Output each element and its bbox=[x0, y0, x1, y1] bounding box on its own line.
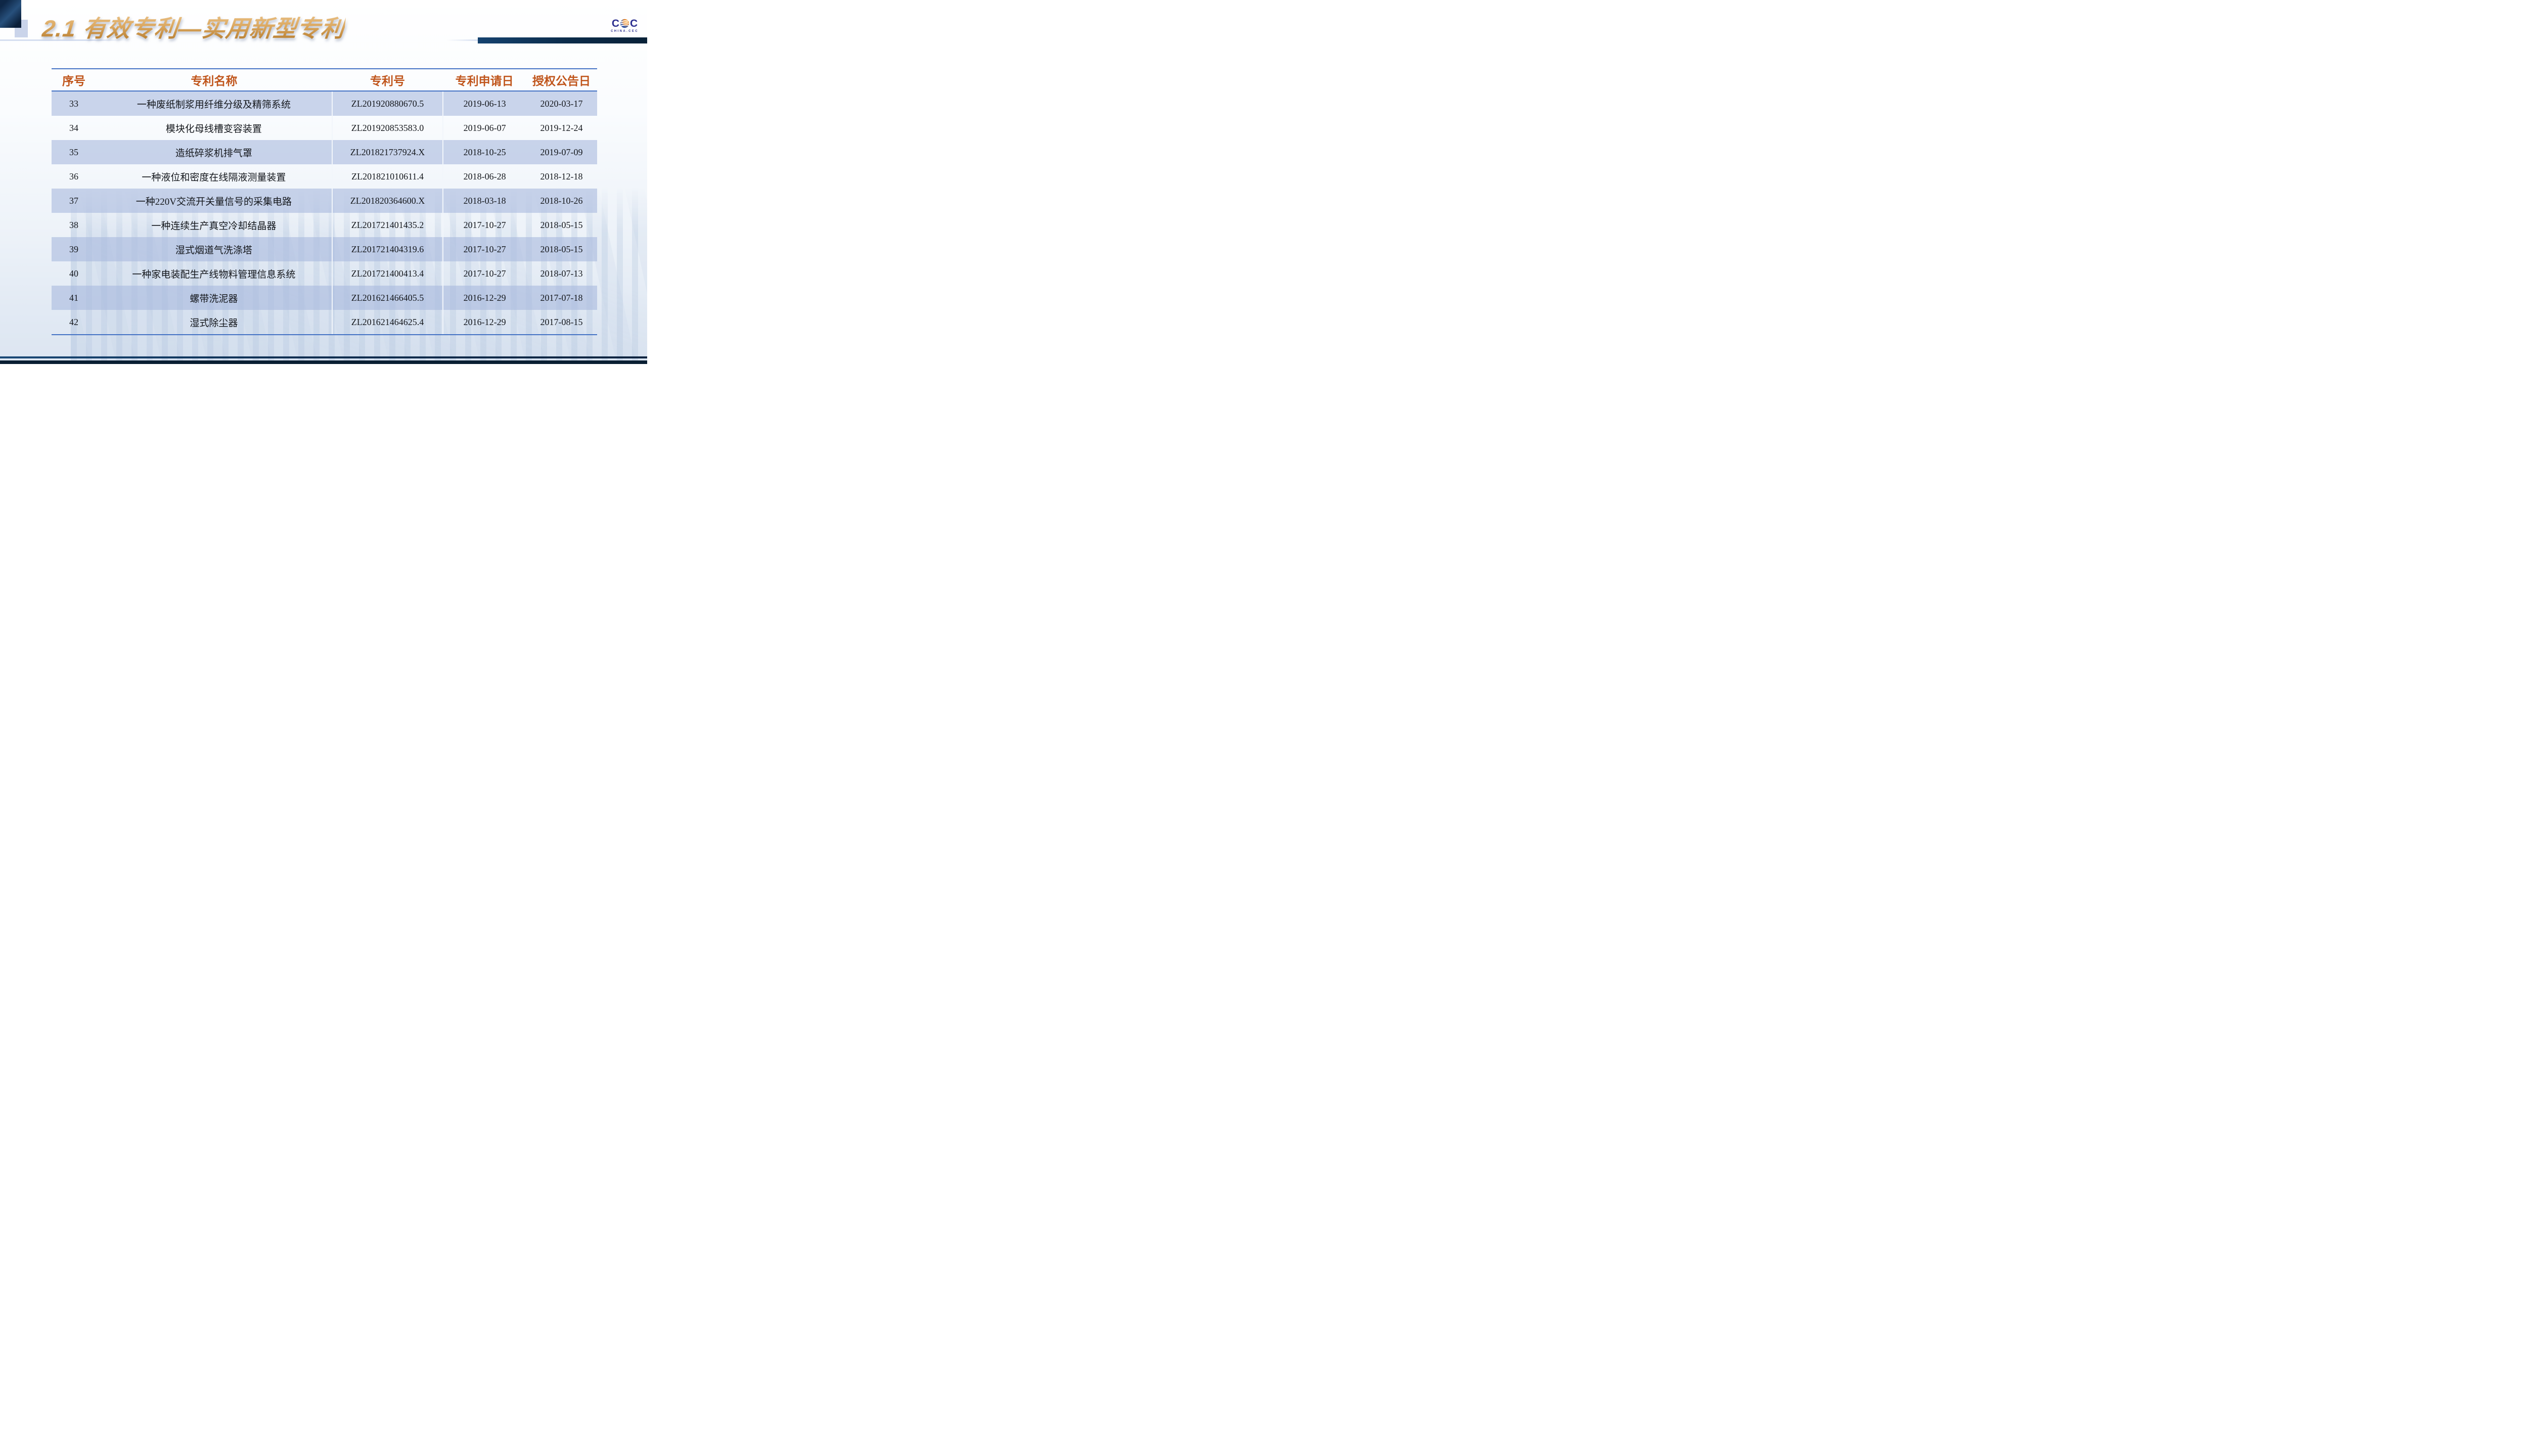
page-title: 2.1 有效专利—实用新型专利 bbox=[41, 10, 347, 43]
cell-patent_no: ZL201721404319.6 bbox=[331, 237, 444, 261]
cell-no: 35 bbox=[52, 140, 97, 164]
cell-no: 36 bbox=[69, 171, 79, 181]
cell-applied: 2018-06-28 bbox=[463, 171, 506, 181]
footer-navy-bar bbox=[0, 360, 647, 364]
cell-no: 37 bbox=[52, 189, 97, 213]
patents-table: 序号 专利名称 专利号 专利申请日 授权公告日 33 一种废纸制浆用纤维分级及精筛… bbox=[52, 68, 597, 335]
cell-granted: 2018-05-15 bbox=[540, 219, 583, 230]
cell-name: 一种废纸制浆用纤维分级及精筛系统 bbox=[96, 91, 332, 116]
table-row: 39 湿式烟道气洗涤塔 ZL201721404319.6 2017-10-27 2018… bbox=[52, 237, 597, 261]
patent-table-body: 33 一种废纸制浆用纤维分级及精筛系统 ZL201920880670.5 2019-0… bbox=[52, 91, 597, 335]
table-row: 37 一种220V交流开关量信号的采集电路 ZL201820364600.X 2018… bbox=[52, 189, 597, 213]
cell-name: 造纸碎浆机排气罩 bbox=[96, 140, 332, 164]
col-header-patent-name: 专利名称 bbox=[96, 68, 332, 92]
cell-no: 34 bbox=[69, 122, 79, 133]
col-header-patent-number: 专利号 bbox=[332, 68, 443, 92]
cell-granted: 2018-05-15 bbox=[526, 237, 597, 261]
cell-patent_no: ZL201621464625.4 bbox=[331, 310, 444, 335]
cell-granted: 2020-03-17 bbox=[526, 91, 597, 116]
cell-name: 螺带洗泥器 bbox=[96, 286, 332, 310]
cell-no: 38 bbox=[69, 219, 79, 230]
cell-name: 模块化母线槽变容装置 bbox=[165, 123, 262, 134]
logo-subtext: CHINA.CEC bbox=[611, 30, 639, 33]
cell-no: 33 bbox=[52, 91, 97, 116]
corner-square-dark bbox=[0, 0, 21, 28]
slide: 2.1 有效专利—实用新型专利 C bbox=[0, 0, 647, 364]
cell-granted: 2017-07-18 bbox=[526, 286, 597, 310]
cell-no: 40 bbox=[69, 268, 79, 279]
company-logo: C C bbox=[611, 18, 639, 33]
cell-name: 一种连续生产真空冷却结晶器 bbox=[151, 220, 277, 232]
col-header-apply-date: 专利申请日 bbox=[443, 68, 526, 92]
table-header-row: 序号 专利名称 专利号 专利申请日 授权公告日 bbox=[52, 68, 597, 92]
cell-patent_no: ZL201621466405.5 bbox=[331, 286, 444, 310]
cell-granted: 2019-07-09 bbox=[526, 140, 597, 164]
cell-applied: 2016-12-29 bbox=[443, 310, 526, 335]
cell-patent_no: ZL201821737924.X bbox=[331, 140, 444, 164]
cell-name: 湿式烟道气洗涤塔 bbox=[96, 237, 332, 261]
table-row: 33 一种废纸制浆用纤维分级及精筛系统 ZL201920880670.5 2019-0… bbox=[52, 91, 597, 116]
cell-patent_no: ZL201721400413.4 bbox=[331, 261, 444, 286]
logo-letter-c-left: C bbox=[611, 18, 620, 29]
cell-granted: 2018-10-26 bbox=[526, 189, 597, 213]
cell-granted: 2017-08-15 bbox=[526, 310, 597, 335]
cell-patent_no: ZL201820364600.X bbox=[331, 189, 444, 213]
cell-applied: 2019-06-07 bbox=[463, 122, 506, 133]
table-row: 34 模块化母线槽变容装置 ZL201920853583.0 2019-06-07 20… bbox=[52, 116, 597, 140]
cell-applied: 2019-06-13 bbox=[443, 91, 526, 116]
cell-applied: 2017-10-27 bbox=[463, 268, 506, 279]
table-row: 36 一种液位和密度在线隔液测量装置 ZL201821010611.4 2018-06… bbox=[52, 164, 597, 189]
table-row: 40 一种家电装配生产线物料管理信息系统 ZL201721400413.4 2017-… bbox=[52, 261, 597, 286]
logo-lettermark: C C bbox=[611, 18, 639, 29]
col-header-index: 序号 bbox=[52, 68, 97, 92]
cell-granted: 2018-12-18 bbox=[540, 171, 583, 181]
logo-letter-c-right: C bbox=[630, 18, 638, 29]
table-header: 序号 专利名称 专利号 专利申请日 授权公告日 bbox=[52, 68, 597, 92]
globe-icon bbox=[620, 19, 629, 28]
cell-patent_no: ZL201821010611.4 bbox=[331, 164, 444, 189]
cell-name: 一种家电装配生产线物料管理信息系统 bbox=[132, 269, 296, 280]
cell-patent_no: ZL201721401435.2 bbox=[331, 213, 444, 237]
cell-name: 一种液位和密度在线隔液测量装置 bbox=[142, 172, 286, 183]
cell-no: 39 bbox=[52, 237, 97, 261]
table-row: 42 湿式除尘器 ZL201621464625.4 2016-12-29 2017-08… bbox=[52, 310, 597, 335]
cell-patent_no: ZL201920880670.5 bbox=[331, 91, 444, 116]
header-accent-bar bbox=[478, 37, 647, 43]
table-row: 41 螺带洗泥器 ZL201621466405.5 2016-12-29 2017-07… bbox=[52, 286, 597, 310]
title-underline-band bbox=[0, 39, 647, 41]
footer-gradient-bar bbox=[0, 356, 647, 358]
cell-name: 湿式除尘器 bbox=[96, 310, 332, 335]
cell-granted: 2018-07-13 bbox=[540, 268, 583, 279]
table-row: 38 一种连续生产真空冷却结晶器 ZL201721401435.2 2017-10-2… bbox=[52, 213, 597, 237]
cell-applied: 2017-10-27 bbox=[443, 237, 526, 261]
cell-applied: 2017-10-27 bbox=[463, 219, 506, 230]
col-header-grant-date: 授权公告日 bbox=[526, 68, 597, 92]
cell-applied: 2018-10-25 bbox=[443, 140, 526, 164]
cell-no: 41 bbox=[52, 286, 97, 310]
cell-no: 42 bbox=[52, 310, 97, 335]
cell-name: 一种220V交流开关量信号的采集电路 bbox=[96, 189, 332, 213]
cell-applied: 2018-03-18 bbox=[443, 189, 526, 213]
table-row: 35 造纸碎浆机排气罩 ZL201821737924.X 2018-10-25 2019… bbox=[52, 140, 597, 164]
cell-applied: 2016-12-29 bbox=[443, 286, 526, 310]
cell-patent_no: ZL201920853583.0 bbox=[331, 116, 444, 140]
cell-granted: 2019-12-24 bbox=[540, 122, 583, 133]
